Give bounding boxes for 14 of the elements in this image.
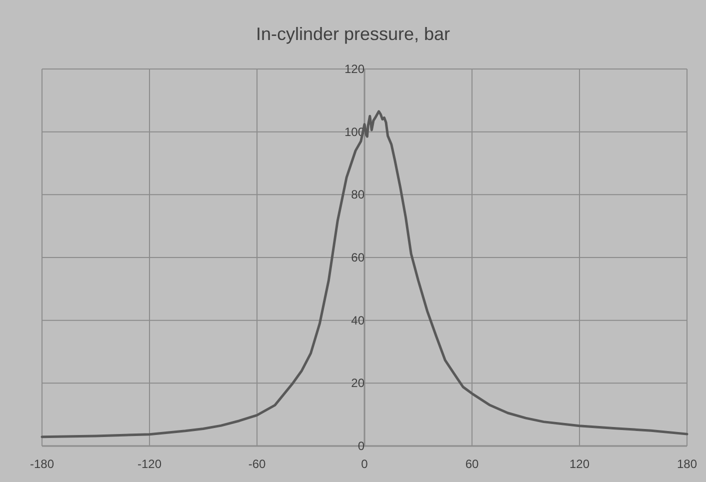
x-tick-label: -120 (137, 457, 162, 471)
y-tick-label: 20 (351, 376, 365, 390)
y-tick-label: 80 (351, 188, 365, 202)
x-tick-label: 60 (465, 457, 479, 471)
line-series (40, 110, 688, 438)
x-tick-label: -180 (30, 457, 54, 471)
y-tick-label: 0 (358, 439, 365, 453)
y-tick-label: 60 (351, 250, 365, 264)
x-tick-label: 180 (676, 457, 698, 471)
x-tick-label: 120 (569, 457, 590, 471)
y-tick-label: 120 (344, 62, 365, 76)
chart-title: In-cylinder pressure, bar (256, 24, 450, 44)
x-tick-label: -60 (248, 457, 266, 471)
y-tick-label: 40 (351, 313, 365, 328)
